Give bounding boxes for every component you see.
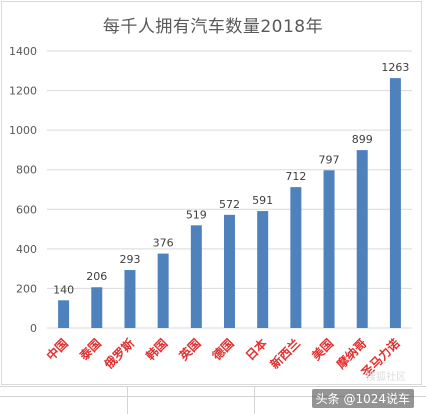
chart-title: 每千人拥有汽车数量2018年 — [102, 17, 324, 37]
bar — [58, 300, 70, 328]
y-tick-label: 400 — [16, 243, 37, 256]
category-label: 中国 — [43, 336, 71, 364]
y-tick-label: 800 — [16, 164, 37, 177]
data-label: 591 — [252, 194, 273, 207]
data-label: 712 — [285, 170, 306, 183]
bar — [157, 253, 169, 328]
y-tick-label: 0 — [30, 322, 37, 335]
bar — [290, 187, 302, 328]
bar — [124, 270, 136, 328]
data-label: 899 — [352, 133, 373, 146]
chart-frame — [1, 1, 422, 385]
bar — [323, 170, 335, 328]
bar — [356, 150, 368, 328]
data-label: 572 — [219, 198, 240, 211]
category-label: 美国 — [309, 336, 337, 364]
bar — [91, 287, 103, 328]
category-label: 韩国 — [143, 336, 171, 364]
sheet-divider — [0, 386, 426, 387]
bar — [190, 225, 202, 328]
y-tick-label: 600 — [16, 203, 37, 216]
category-label: 德国 — [209, 336, 237, 364]
data-label: 140 — [53, 283, 74, 296]
y-tick-label: 1200 — [9, 85, 37, 98]
watermark: 头条 @1024说车 — [311, 389, 414, 408]
bar — [257, 211, 269, 328]
bar — [224, 214, 235, 328]
category-label: 俄罗斯 — [100, 336, 137, 373]
data-label: 376 — [153, 237, 174, 250]
category-label: 新西兰 — [267, 336, 303, 372]
data-label: 1263 — [381, 61, 409, 74]
y-tick-label: 1400 — [9, 45, 37, 58]
data-label: 797 — [319, 153, 340, 166]
data-label: 293 — [119, 253, 140, 266]
bar — [389, 78, 401, 328]
sheet-divider — [127, 386, 128, 414]
category-label: 日本 — [242, 336, 270, 364]
data-label: 206 — [86, 270, 107, 283]
y-tick-label: 200 — [16, 282, 37, 295]
faint-watermark: 搜狐社区 — [366, 372, 406, 383]
sheet-divider — [0, 396, 426, 397]
data-label: 519 — [186, 208, 207, 221]
sheet-divider — [254, 386, 255, 414]
y-tick-label: 1000 — [9, 124, 37, 137]
category-label: 英国 — [176, 336, 204, 364]
category-label: 泰国 — [76, 336, 104, 364]
